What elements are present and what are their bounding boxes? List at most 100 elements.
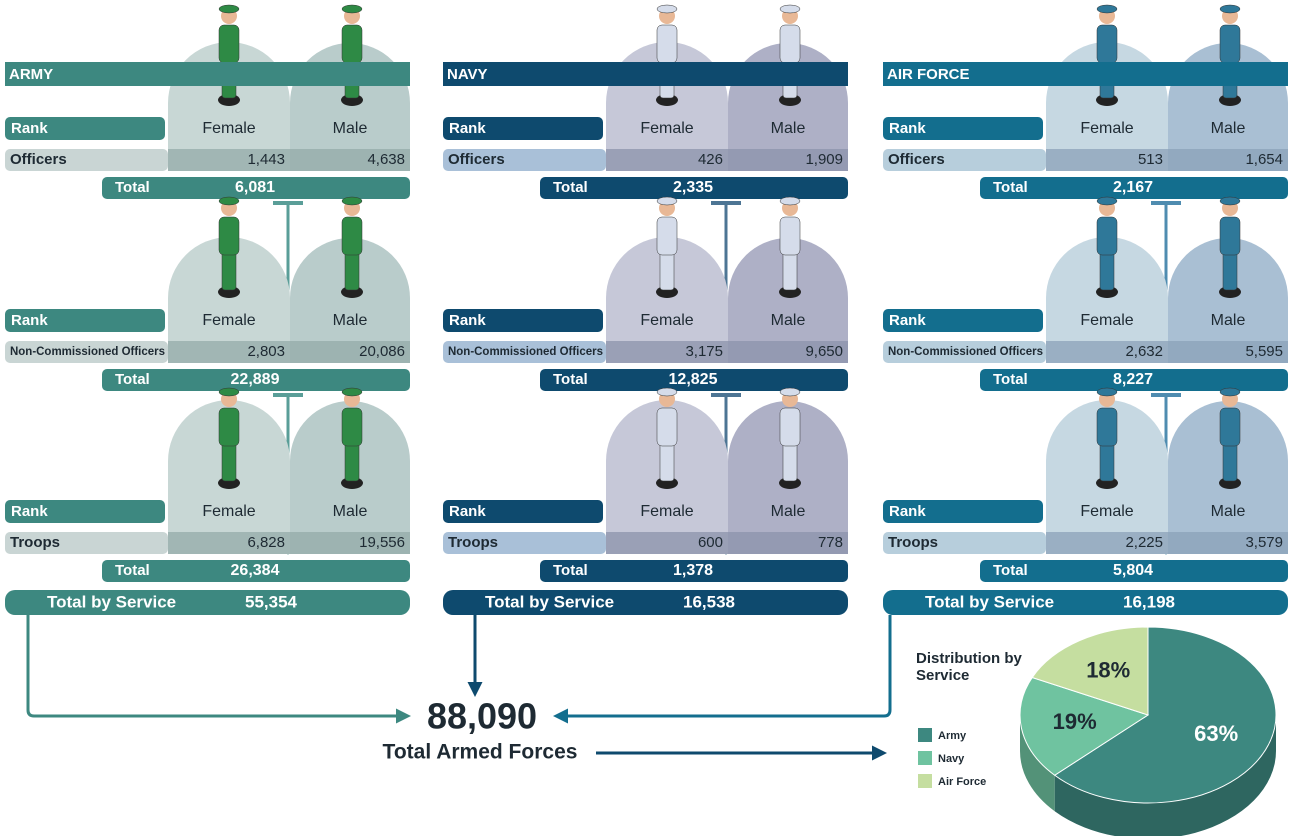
row-label-bar bbox=[443, 341, 606, 363]
male-label: Male bbox=[1211, 312, 1246, 329]
pie-title: Distribution by Service bbox=[916, 650, 1022, 684]
rank-label: Rank bbox=[889, 503, 926, 520]
total-label: Total bbox=[993, 179, 1028, 196]
row-value-band bbox=[168, 341, 410, 363]
service-total-label: Total by Service bbox=[47, 592, 176, 611]
service-name: NAVY bbox=[447, 66, 488, 83]
figure-body bbox=[1096, 407, 1118, 447]
female-value: 2,803 bbox=[247, 343, 285, 360]
legend-label: Air Force bbox=[938, 776, 986, 788]
total-bar bbox=[980, 369, 1288, 391]
figure-cap bbox=[656, 196, 678, 206]
arch bbox=[1168, 238, 1288, 363]
row-rank: Non-Commissioned Officers bbox=[10, 344, 165, 358]
figure-cap bbox=[218, 387, 240, 397]
rank-bar bbox=[5, 309, 165, 332]
arch bbox=[728, 238, 848, 363]
row-label-bar bbox=[883, 149, 1046, 171]
total-bar bbox=[540, 560, 848, 582]
figure-cap bbox=[779, 196, 801, 206]
total-bar bbox=[540, 177, 848, 199]
male-label: Male bbox=[333, 503, 368, 520]
total-bar bbox=[540, 369, 848, 391]
male-value: 9,650 bbox=[805, 343, 843, 360]
pie-side bbox=[1020, 715, 1055, 812]
row-label-bar bbox=[883, 341, 1046, 363]
figure-legs bbox=[1222, 251, 1238, 291]
figure-body bbox=[656, 407, 678, 447]
figure-body bbox=[1219, 24, 1241, 64]
figure-body bbox=[1219, 407, 1241, 447]
total-value: 5,804 bbox=[1113, 562, 1153, 579]
arch bbox=[1046, 237, 1168, 363]
total-label: Total bbox=[993, 371, 1028, 388]
row-rank: Non-Commissioned Officers bbox=[888, 344, 1043, 358]
figure-legs bbox=[659, 442, 675, 482]
pie-label: 63% bbox=[1194, 721, 1238, 746]
rank-bar bbox=[5, 500, 165, 523]
total-label: Total bbox=[553, 371, 588, 388]
rank-bar bbox=[883, 309, 1043, 332]
female-label: Female bbox=[1080, 312, 1133, 329]
arch bbox=[606, 237, 728, 363]
row-value-band bbox=[168, 149, 410, 171]
row-value-band bbox=[606, 341, 848, 363]
grand-total: 88,090 bbox=[427, 696, 537, 737]
total-label: Total bbox=[115, 179, 150, 196]
header-bar bbox=[5, 62, 410, 86]
figure-cap bbox=[779, 387, 801, 397]
total-value: 22,889 bbox=[231, 371, 280, 388]
pie-slice bbox=[1031, 626, 1149, 716]
rank-bar bbox=[443, 500, 603, 523]
male-value: 19,556 bbox=[359, 534, 405, 551]
service-total-value: 16,198 bbox=[1123, 592, 1175, 611]
figure-body bbox=[1096, 24, 1118, 64]
total-value: 8,227 bbox=[1113, 371, 1153, 388]
figure-legs bbox=[1099, 442, 1115, 482]
total-value: 2,335 bbox=[673, 179, 713, 196]
female-label: Female bbox=[202, 312, 255, 329]
female-value: 2,632 bbox=[1125, 343, 1163, 360]
row-rank: Troops bbox=[448, 534, 498, 551]
figure-legs bbox=[344, 251, 360, 291]
pie-slice bbox=[1019, 676, 1150, 776]
rank-label: Rank bbox=[889, 312, 926, 329]
figure-cap bbox=[1096, 196, 1118, 206]
female-label: Female bbox=[640, 503, 693, 520]
figure-body bbox=[341, 24, 363, 64]
service-name: ARMY bbox=[9, 66, 53, 83]
pie-label: 19% bbox=[1053, 709, 1097, 734]
female-value: 513 bbox=[1138, 151, 1163, 168]
figure-legs bbox=[1099, 251, 1115, 291]
rank-bar bbox=[5, 117, 165, 140]
female-value: 600 bbox=[698, 534, 723, 551]
total-bar bbox=[102, 369, 410, 391]
row-rank: Officers bbox=[10, 151, 67, 168]
figure-cap bbox=[1096, 4, 1118, 14]
figure-body bbox=[656, 24, 678, 64]
female-label: Female bbox=[1080, 503, 1133, 520]
male-label: Male bbox=[333, 312, 368, 329]
total-label: Total bbox=[553, 179, 588, 196]
header-bar bbox=[883, 62, 1288, 86]
connector bbox=[26, 615, 411, 724]
rank-label: Rank bbox=[11, 312, 48, 329]
row-label-bar bbox=[443, 149, 606, 171]
figure-legs bbox=[221, 442, 237, 482]
row-label-bar bbox=[5, 149, 168, 171]
female-value: 426 bbox=[698, 151, 723, 168]
header-bar bbox=[443, 62, 848, 86]
male-value: 778 bbox=[818, 534, 843, 551]
figure-body bbox=[341, 216, 363, 256]
figure-cap bbox=[341, 196, 363, 206]
total-value: 6,081 bbox=[235, 179, 275, 196]
total-value: 26,384 bbox=[231, 562, 280, 579]
pie-side bbox=[1054, 715, 1276, 836]
female-label: Female bbox=[640, 312, 693, 329]
row-rank: Troops bbox=[10, 534, 60, 551]
figure-cap bbox=[779, 4, 801, 14]
figure-body bbox=[656, 216, 678, 256]
row-value-band bbox=[1046, 149, 1288, 171]
figure-legs bbox=[782, 251, 798, 291]
